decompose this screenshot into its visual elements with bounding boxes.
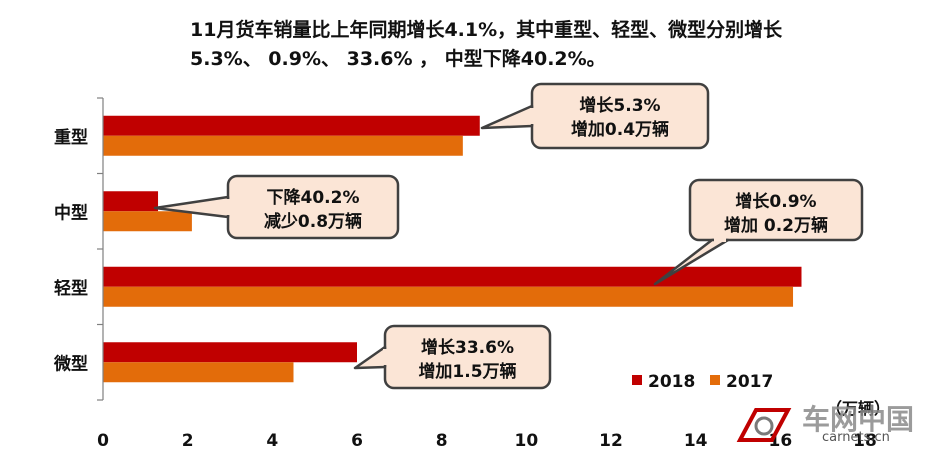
- callout-pointer-1: [480, 104, 534, 130]
- headline: 11月货车销量比上年同期增长4.1%，其中重型、轻型、微型分别增长 5.3%、 …: [190, 16, 910, 74]
- x-tick-label-0: 0: [97, 431, 109, 451]
- bar-2018-4: [103, 342, 357, 363]
- category-label-4: 微型: [53, 353, 88, 374]
- callout-text-4-1: 增长33.6%: [421, 337, 514, 358]
- x-tick-label-6: 6: [351, 431, 363, 451]
- category-label-2: 中型: [54, 202, 88, 223]
- category-label-3: 轻型: [54, 278, 88, 299]
- bar-2018-3: [103, 266, 802, 287]
- callout-seam-3: [714, 238, 726, 242]
- legend-swatch-2018: [632, 375, 642, 385]
- headline-line-1: 11月货车销量比上年同期增长4.1%，其中重型、轻型、微型分别增长: [190, 19, 783, 41]
- callout-text-2-2: 减少0.8万辆: [264, 211, 362, 232]
- callout-text-3-2: 增加 0.2万辆: [724, 215, 828, 236]
- watermark: 车网中国 carnets.cn: [726, 396, 926, 452]
- category-label-1: 重型: [54, 127, 88, 148]
- bar-2017-4: [103, 362, 294, 383]
- x-unit-label: （万辆）: [826, 399, 890, 418]
- callout-box-3: [688, 178, 864, 242]
- x-tick-label-8: 8: [436, 431, 448, 451]
- callout-text-4-2: 增加1.5万辆: [418, 361, 516, 382]
- x-tick-label-10: 10: [514, 431, 538, 451]
- bar-2018-1: [103, 115, 480, 136]
- x-tick-label-12: 12: [599, 431, 623, 451]
- bar-2017-1: [103, 135, 463, 156]
- callout-text-3-1: 增长0.9%: [735, 191, 816, 212]
- callout-text-2-1: 下降40.2%: [267, 187, 360, 208]
- x-tick-label-4: 4: [266, 431, 278, 451]
- watermark-url: carnets.cn: [822, 430, 890, 445]
- callout-pointer-4: [353, 345, 387, 370]
- headline-line-2: 5.3%、 0.9%、 33.6% ， 中型下降40.2%。: [190, 48, 606, 70]
- watermark-name: 车网中国: [802, 403, 915, 436]
- x-tick-label-14: 14: [684, 431, 708, 451]
- x-tick-label-18: 18: [853, 431, 877, 451]
- legend-label-2018: 2018: [648, 372, 695, 392]
- watermark-logo-icon: [736, 408, 792, 442]
- bar-2018-2: [103, 191, 159, 212]
- x-tick-label-2: 2: [182, 431, 194, 451]
- legend-swatch-2017: [710, 375, 720, 385]
- bar-2017-3: [103, 286, 794, 307]
- legend-label-2017: 2017: [726, 372, 773, 392]
- callout-seam-4: [383, 349, 387, 365]
- callout-seam-2: [226, 199, 230, 215]
- callout-text-1-1: 增长5.3%: [579, 95, 660, 116]
- bar-2017-2: [103, 211, 192, 232]
- callout-text-1-2: 增加0.4万辆: [571, 119, 669, 140]
- callout-seam-1: [530, 108, 534, 124]
